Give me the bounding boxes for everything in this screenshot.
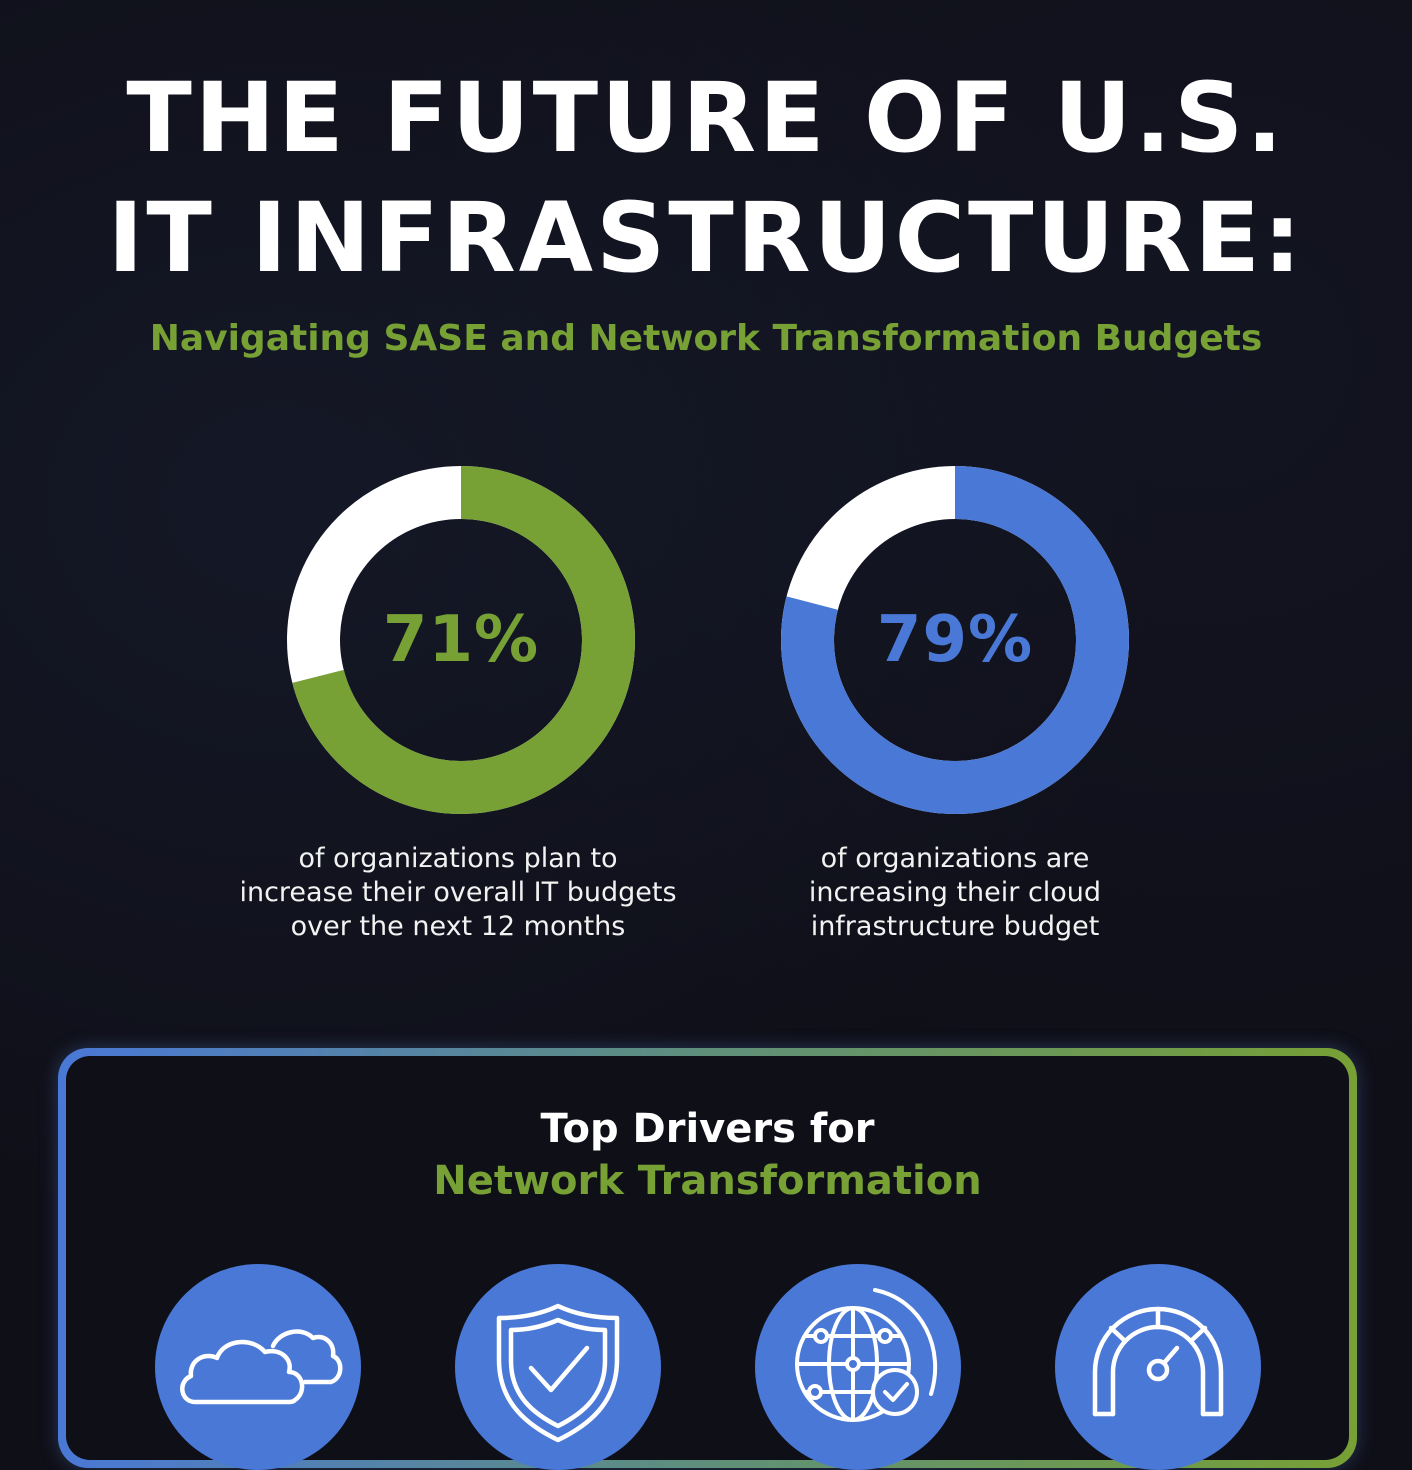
donut-value-label: 71% (382, 603, 540, 677)
page-title-line1: THE FUTURE OF U.S. (126, 62, 1286, 174)
donut-svg-it-budget (287, 466, 635, 814)
caption-line: over the next 12 months (290, 911, 626, 942)
caption-line: increase their overall IT budgets (239, 877, 677, 908)
caption-line: of organizations are (820, 843, 1090, 874)
donut-value-label: 79% (876, 603, 1034, 677)
drivers-subtitle: Network Transformation (433, 1158, 982, 1204)
donut-caption-cloud-budget: of organizations are increasing their cl… (720, 842, 1190, 944)
donut-value-arc (287, 466, 635, 814)
donut-caption-it-budget: of organizations plan to increase their … (223, 842, 693, 944)
donut-svg-cloud-budget (781, 466, 1129, 814)
page-subtitle: Navigating SASE and Network Transformati… (149, 318, 1263, 359)
globe-network-icon (755, 1264, 961, 1470)
donut-chart-cloud-budget: 79% (781, 466, 1129, 814)
caption-line: infrastructure budget (810, 911, 1100, 942)
page-title-line2: IT INFRASTRUCTURE: (107, 182, 1305, 294)
donut-value-arc (781, 466, 1129, 814)
caption-line: increasing their cloud (808, 877, 1102, 908)
shield-check-icon (455, 1264, 661, 1470)
drivers-title: Top Drivers for (540, 1106, 875, 1152)
donut-chart-it-budget: 71% (287, 466, 635, 814)
speedometer-icon (1055, 1264, 1261, 1470)
cloud-icon (155, 1264, 361, 1470)
caption-line: of organizations plan to (298, 843, 618, 874)
